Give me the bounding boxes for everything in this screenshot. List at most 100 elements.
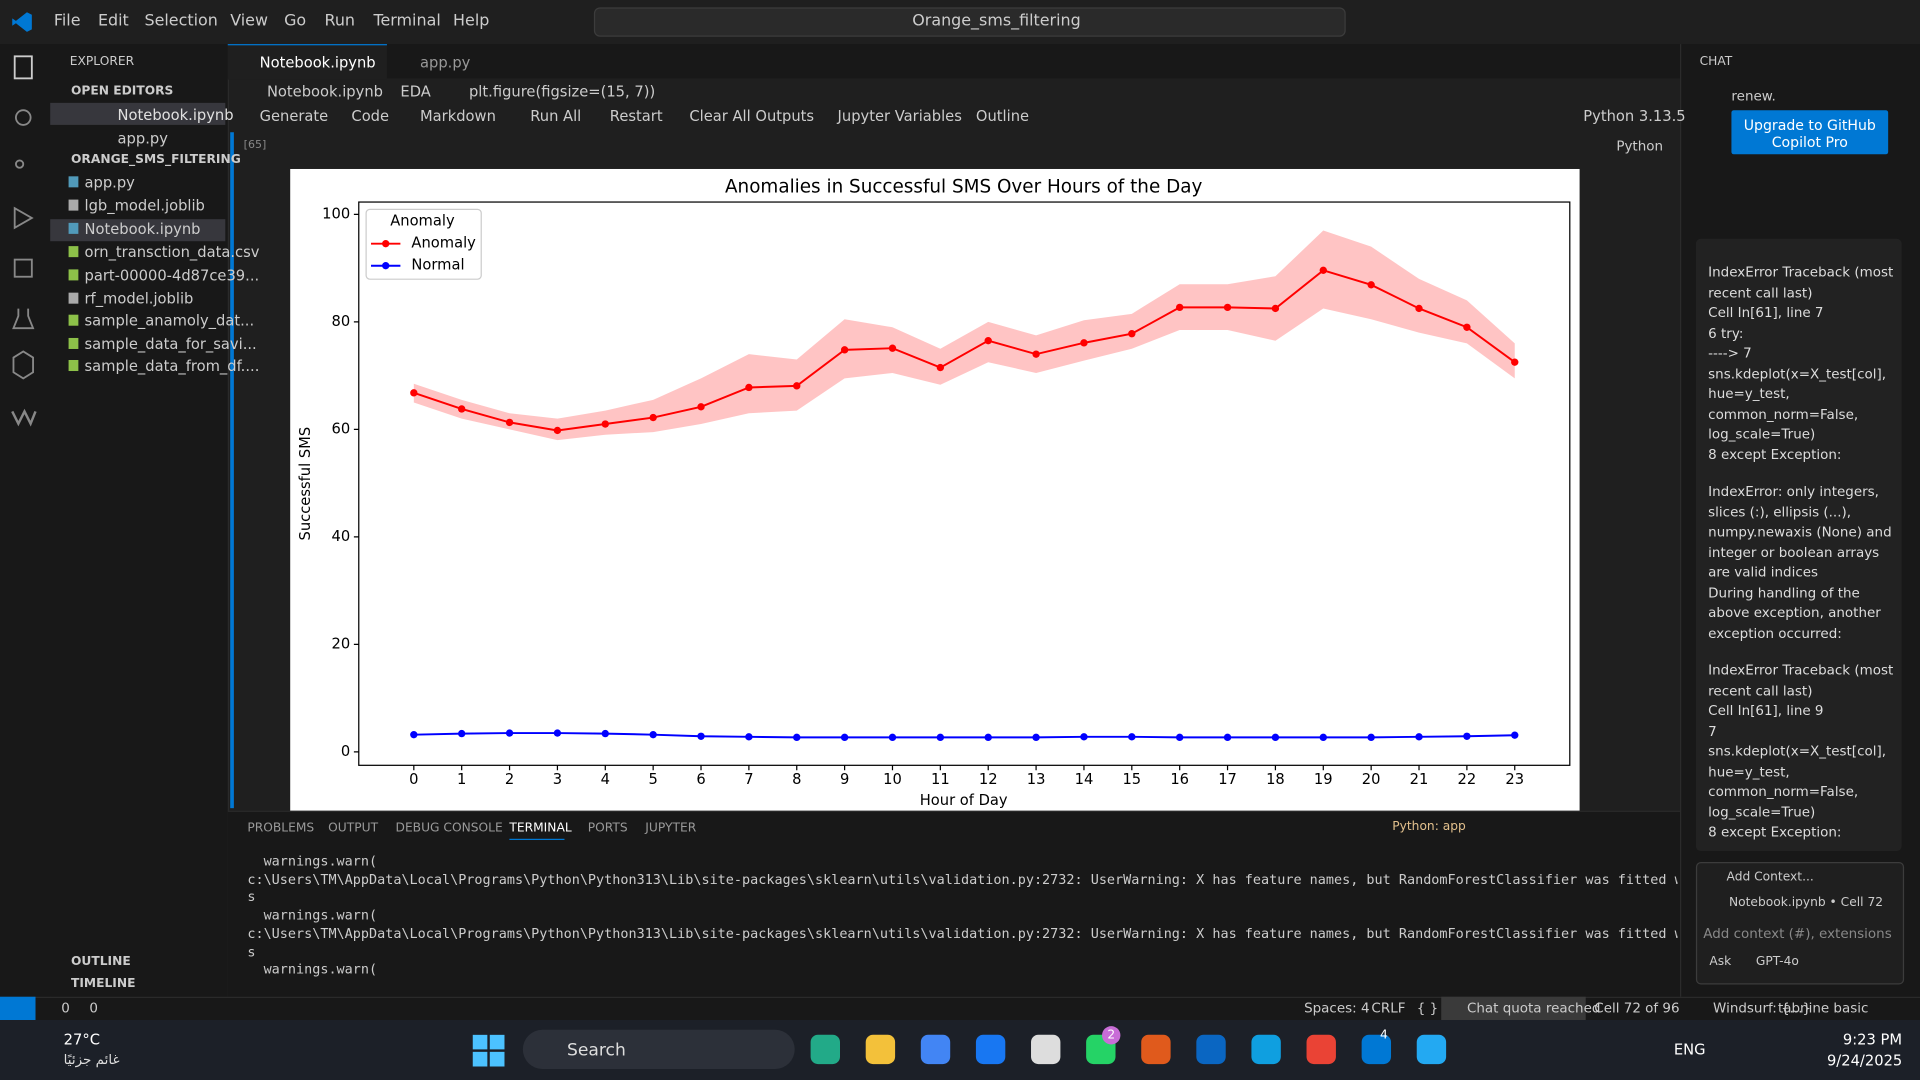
menu-item[interactable]: Go [284,12,307,31]
file-item[interactable]: lgb_model.joblib [84,197,205,215]
data-point [793,733,801,742]
terminal-line: s [247,943,256,960]
breadcrumb[interactable]: Notebook.ipynb [266,83,383,101]
taskbar-app[interactable] [1361,1034,1392,1065]
data-point [1032,733,1040,742]
status-item[interactable]: CRLF [1371,1000,1406,1017]
tab[interactable]: Notebook.ipynb [259,53,376,72]
file-item[interactable]: sample_data_from_df.... [84,357,260,375]
toolbar-button[interactable]: Clear All Outputs [689,107,815,125]
taskbar-app[interactable] [1251,1034,1281,1065]
start-button[interactable] [472,1034,505,1067]
section-header[interactable]: TIMELINE [71,977,136,991]
breadcrumb[interactable]: plt.figure(figsize=(15, 7)) [468,83,656,101]
taskbar-app[interactable] [920,1034,951,1065]
model-picker[interactable]: GPT-4o [1755,955,1799,969]
activity-icons[interactable] [10,51,42,443]
status-item[interactable]: Windsurf: {...} [1713,1000,1812,1017]
file-item[interactable]: part-00000-4d87ce39... [84,266,260,285]
remote-indicator[interactable] [0,996,36,1021]
open-file[interactable]: Notebook.ipynb [117,106,234,124]
menu-item[interactable]: Terminal [373,12,441,31]
file-item[interactable]: sample_anamoly_dat... [84,312,255,330]
context-chip[interactable]: Notebook.ipynb • Cell 72 [1728,896,1884,910]
menu-item[interactable]: Edit [97,12,129,31]
taskbar-app[interactable] [1196,1034,1226,1065]
menu-item[interactable]: Selection [144,12,218,31]
toolbar-button[interactable]: Generate [259,107,329,125]
x-tick-label: 20 [1362,771,1381,788]
x-tick-label: 6 [696,771,705,788]
legend-label: Normal [411,257,464,274]
chat-line: IndexError: only integers, slices (:), e… [1708,483,1892,581]
tab[interactable]: app.py [420,53,471,72]
file-icon [68,292,79,304]
status-item[interactable]: { } [1416,1000,1439,1017]
section-header[interactable]: OUTLINE [71,955,131,969]
taskbar-app[interactable] [1141,1034,1171,1065]
menu-item[interactable]: File [53,12,81,31]
input-language[interactable]: ENG [1673,1040,1706,1058]
weather-temp[interactable]: 27°C [63,1031,100,1049]
x-tick-label: 16 [1170,771,1189,788]
taskbar-app[interactable] [1306,1034,1336,1065]
data-point [601,729,609,738]
taskbar-app[interactable] [810,1034,841,1065]
panel-tab[interactable]: TERMINAL [509,821,572,836]
section-header: ORANGE_SMS_FILTERING [71,153,241,167]
context-button[interactable]: Add Context... [1726,870,1814,885]
data-point [410,389,418,397]
toolbar-button[interactable]: Jupyter Variables [837,107,962,125]
upgrade-text[interactable]: Upgrade to GitHub Copilot Pro [1743,116,1876,151]
taskbar-app[interactable] [975,1034,1006,1065]
panel-tab[interactable]: PORTS [587,821,628,836]
toolbar-button[interactable]: Code [351,107,390,125]
data-point [1463,732,1471,740]
status-item[interactable]: Spaces: 4 [1304,1000,1370,1017]
kernel-picker[interactable]: Python 3.13.5 [1583,107,1686,125]
status-item[interactable]: tabnine basic [1777,1000,1869,1017]
active-tab[interactable] [227,44,387,80]
upgrade-button[interactable] [1731,110,1889,155]
terminal-line: c:\Users\TM\AppData\Local\Programs\Pytho… [247,925,1678,942]
panel-tab[interactable]: PROBLEMS [247,821,315,836]
toolbar-button[interactable]: Outline [975,107,1030,125]
toolbar-button[interactable]: Run All [530,107,582,125]
taskbar-search[interactable] [522,1029,795,1069]
status-item[interactable]: Cell 72 of 96 [1594,1000,1680,1017]
open-file[interactable]: app.py [117,129,168,147]
x-tick-label: 18 [1266,771,1285,788]
mode-picker[interactable]: Ask [1709,955,1732,969]
taskbar-app[interactable] [1031,1034,1061,1065]
menu-item[interactable]: View [230,12,268,31]
taskbar-app[interactable] [865,1034,896,1065]
status-item[interactable]: Chat quota reached [1466,1000,1601,1017]
file-item[interactable]: rf_model.joblib [84,290,194,308]
file-item[interactable]: sample_data_for_savi... [84,335,257,353]
chat-line: Cell In[61], line 7 [1708,304,1824,321]
status-item[interactable]: 0 [89,1000,98,1017]
cell-language[interactable]: Python [1616,138,1664,155]
status-item[interactable]: 0 [61,1000,70,1017]
clock-date[interactable]: 9/24/2025 [1826,1051,1903,1069]
breadcrumb[interactable]: EDA [400,83,431,101]
clock-time[interactable]: 9:23 PM [1842,1031,1903,1049]
file-icon [68,199,79,211]
search-text[interactable]: Search [566,1040,626,1061]
toolbar-button[interactable]: Restart [609,107,663,125]
menu-item[interactable]: Run [324,12,356,31]
panel-tab[interactable]: OUTPUT [328,821,379,836]
activity-bar [0,44,51,997]
file-item[interactable]: app.py [84,173,135,192]
chat-input[interactable] [1695,862,1905,985]
terminal-name[interactable]: Python: app [1392,820,1466,834]
file-item[interactable]: Notebook.ipynb [84,220,201,238]
panel-tab[interactable]: JUPYTER [645,821,697,836]
file-item[interactable]: orn_transction_data.csv [84,243,260,261]
toolbar-button[interactable]: Markdown [420,107,496,125]
panel-tab[interactable]: DEBUG CONSOLE [395,821,503,836]
taskbar-app[interactable] [1416,1034,1447,1065]
command-center[interactable] [593,7,1346,37]
command-center-text[interactable]: Orange_sms_filtering [912,12,1081,31]
menu-item[interactable]: Help [453,12,490,31]
